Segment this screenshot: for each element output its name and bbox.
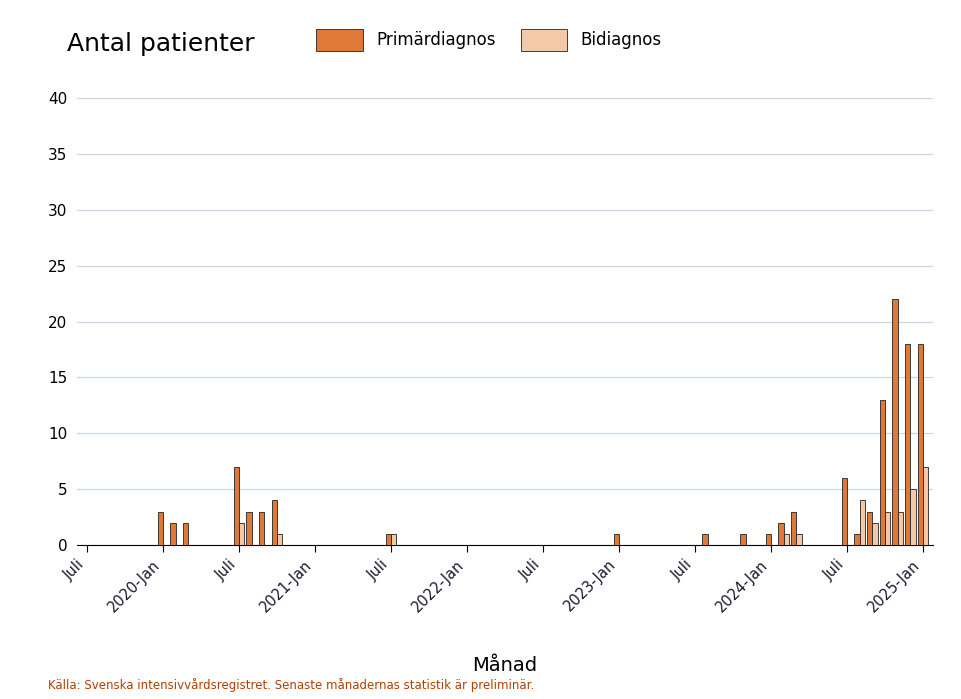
- Bar: [897, 512, 902, 545]
- Bar: [385, 534, 391, 545]
- Bar: [740, 534, 745, 545]
- Bar: [239, 523, 244, 545]
- Bar: [613, 534, 618, 545]
- Bar: [904, 344, 909, 545]
- Bar: [841, 478, 846, 545]
- Bar: [277, 534, 283, 545]
- Bar: [183, 523, 188, 545]
- X-axis label: Månad: Månad: [472, 656, 537, 675]
- Bar: [884, 512, 890, 545]
- Bar: [271, 500, 277, 545]
- Bar: [158, 512, 163, 545]
- Bar: [872, 523, 876, 545]
- Bar: [777, 523, 783, 545]
- Bar: [796, 534, 801, 545]
- Bar: [783, 534, 788, 545]
- Bar: [259, 512, 264, 545]
- Bar: [859, 500, 864, 545]
- Bar: [702, 534, 707, 545]
- Bar: [234, 467, 239, 545]
- Bar: [170, 523, 176, 545]
- Text: Antal patienter: Antal patienter: [67, 32, 255, 56]
- Bar: [853, 534, 859, 545]
- Bar: [765, 534, 770, 545]
- Bar: [892, 299, 897, 545]
- Bar: [878, 400, 884, 545]
- Bar: [790, 512, 796, 545]
- Bar: [246, 512, 252, 545]
- Bar: [917, 344, 922, 545]
- Legend: Primärdiagnos, Bidiagnos: Primärdiagnos, Bidiagnos: [316, 29, 661, 51]
- Bar: [922, 467, 927, 545]
- Bar: [866, 512, 872, 545]
- Bar: [909, 489, 915, 545]
- Text: Källa: Svenska intensivvårdsregistret. Senaste månadernas statistik är preliminä: Källa: Svenska intensivvårdsregistret. S…: [48, 677, 533, 691]
- Bar: [391, 534, 396, 545]
